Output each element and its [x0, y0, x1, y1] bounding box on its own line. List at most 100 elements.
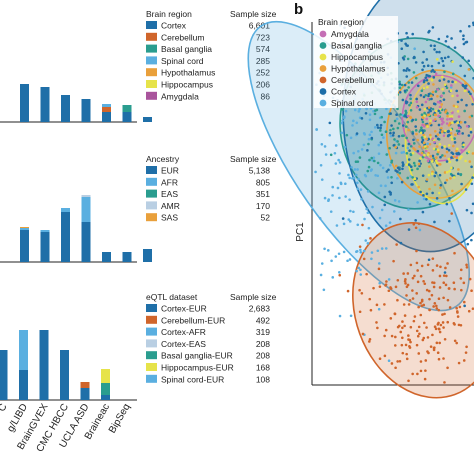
point-cerebellum: [403, 314, 407, 317]
bar-cortex-eur-4: [80, 388, 90, 400]
point-cerebellum: [420, 304, 424, 308]
point-cerebellum: [416, 334, 420, 338]
point-spinal-cord: [377, 152, 381, 155]
legend-swatch: [146, 21, 157, 29]
point-cerebellum: [435, 264, 439, 267]
point-cerebellum: [425, 326, 428, 329]
point-cortex: [462, 42, 466, 46]
point-cortex: [430, 64, 434, 68]
point-cortex: [405, 69, 408, 72]
point-cortex: [397, 134, 401, 138]
point-cortex: [455, 89, 459, 93]
point-cortex: [459, 29, 462, 33]
point-spinal-cord: [362, 249, 366, 253]
point-spinal-cord: [314, 170, 317, 174]
point-basal-ganglia: [367, 142, 370, 146]
point-cerebellum: [394, 366, 397, 370]
point-cortex: [428, 202, 432, 206]
point-cortex: [390, 124, 393, 127]
point-basal-ganglia: [392, 127, 395, 131]
point-spinal-cord: [382, 136, 385, 139]
legend-ancestry: Ancestry Sample size EUR 5,138 AFR 805 EAS 351 A…: [146, 154, 277, 223]
point-cortex: [460, 182, 463, 186]
point-cerebellum: [419, 313, 423, 317]
point-cortex: [460, 98, 463, 102]
point-basal-ganglia: [406, 176, 410, 180]
point-cortex: [407, 68, 411, 72]
point-cerebellum: [407, 303, 411, 306]
point-basal-ganglia: [441, 154, 444, 157]
point-cortex: [444, 181, 447, 185]
point-cortex: [421, 174, 425, 177]
point-cerebellum: [413, 274, 416, 278]
legend-swatch: [146, 32, 157, 41]
point-basal-ganglia: [384, 130, 388, 134]
point-basal-ganglia: [354, 160, 358, 164]
point-cerebellum: [460, 288, 463, 292]
legend-size-value: 6,601: [249, 21, 271, 31]
point-amygdala: [446, 118, 449, 121]
point-cerebellum: [450, 212, 454, 215]
point-spinal-cord: [385, 107, 388, 111]
point-cortex: [383, 195, 387, 199]
point-spinal-cord: [378, 281, 381, 285]
point-spinal-cord: [323, 145, 327, 148]
bar-chart-brain-region: [0, 84, 152, 123]
point-cerebellum: [457, 361, 461, 365]
point-hippocampus: [447, 144, 451, 147]
point-spinal-cord: [397, 200, 401, 203]
legend-swatch: [146, 68, 157, 77]
point-hippocampus: [455, 147, 459, 151]
point-cerebellum: [435, 307, 439, 310]
point-cortex: [403, 89, 407, 93]
point-cerebellum: [452, 322, 456, 325]
point-cerebellum: [438, 286, 442, 289]
bar-cortex-2: [40, 87, 50, 122]
point-cortex: [389, 112, 392, 115]
point-spinal-cord: [326, 249, 330, 252]
point-cerebellum: [378, 285, 382, 288]
point-spinal-cord: [320, 262, 324, 265]
point-cortex: [383, 203, 387, 207]
point-spinal-cord: [340, 131, 344, 135]
point-hypothalamus: [446, 114, 449, 118]
point-cerebellum: [415, 343, 419, 347]
point-spinal-cord: [413, 47, 416, 51]
point-hypothalamus: [440, 126, 443, 130]
point-basal-ganglia: [414, 76, 418, 80]
point-cerebellum: [458, 305, 462, 309]
point-basal-ganglia: [406, 57, 410, 61]
point-basal-ganglia: [380, 115, 384, 119]
point-cortex: [453, 46, 457, 49]
legend-label: Cerebellum: [331, 75, 374, 85]
point-cerebellum: [408, 346, 412, 349]
point-basal-ganglia: [404, 125, 408, 128]
point-cortex: [463, 304, 466, 308]
point-cerebellum: [369, 308, 373, 312]
point-cortex: [421, 210, 425, 214]
point-spinal-cord: [380, 208, 384, 212]
point-cortex: [400, 39, 403, 42]
point-spinal-cord: [324, 153, 328, 156]
point-cortex: [448, 133, 451, 137]
point-cerebellum: [408, 338, 412, 342]
point-cortex: [422, 64, 426, 68]
point-spinal-cord: [344, 195, 347, 198]
point-hippocampus: [448, 160, 452, 164]
legend-swatch: [146, 213, 157, 222]
point-amygdala: [442, 134, 446, 138]
point-cerebellum: [457, 323, 461, 327]
point-cortex: [421, 68, 424, 72]
point-cortex: [411, 118, 415, 122]
point-basal-ganglia: [453, 137, 456, 140]
legend-label: Hypothalamus: [161, 68, 215, 78]
point-basal-ganglia: [412, 71, 416, 74]
point-amygdala: [451, 111, 454, 114]
point-spinal-cord: [338, 314, 342, 318]
point-hypothalamus: [420, 151, 424, 155]
legend-marker: [319, 88, 327, 95]
point-cortex: [399, 241, 403, 245]
point-cortex: [465, 208, 469, 212]
point-cerebellum: [384, 283, 388, 286]
point-spinal-cord: [368, 118, 372, 122]
